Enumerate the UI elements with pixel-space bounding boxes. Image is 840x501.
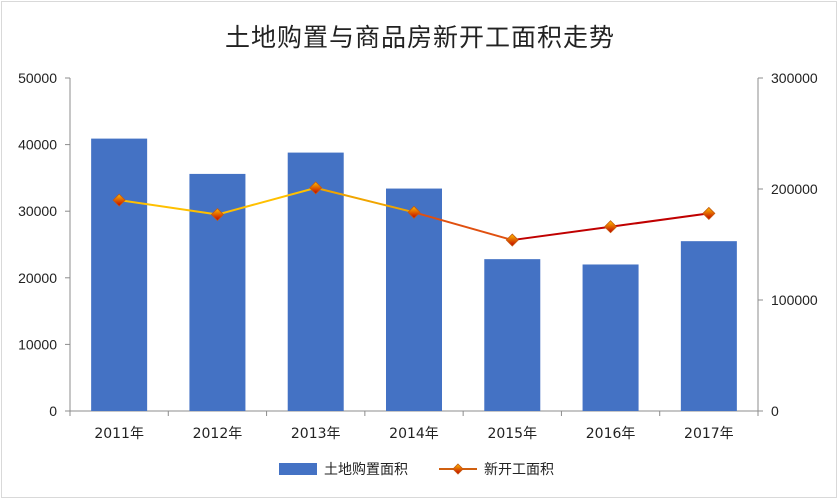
x-tick-label: 2014年 (389, 426, 439, 442)
line-point (702, 206, 716, 220)
line-point (112, 193, 126, 207)
line-segment (118, 199, 218, 216)
line-point (309, 181, 323, 195)
y-left-tick-label: 40000 (18, 137, 57, 153)
line-segment (413, 211, 513, 242)
legend-line-marker (452, 463, 464, 475)
axis-labels: 0 10000 20000 30000 40000 50000 0 100000 200000 3… (18, 70, 818, 442)
line-series (112, 181, 716, 247)
bar (386, 188, 442, 411)
x-tick-label: 2013年 (291, 426, 341, 442)
x-tick-label: 2016年 (586, 426, 636, 442)
y-left-tick-label: 30000 (18, 203, 57, 219)
line-segment (315, 186, 415, 214)
bar (484, 259, 541, 411)
chart-title: 土地购置与商品房新开工面积走势 (224, 23, 615, 52)
y-left-tick-label: 0 (49, 403, 57, 419)
y-right-tick-label: 200000 (771, 181, 818, 197)
legend-line-label: 新开工面积 (484, 462, 554, 478)
y-right-tick-label: 300000 (771, 70, 818, 86)
bar-series (91, 138, 737, 412)
bar (582, 264, 639, 411)
line-point (210, 207, 224, 222)
bar (91, 138, 148, 411)
x-tick-label: 2012年 (193, 426, 243, 442)
line-segment (512, 225, 611, 242)
x-tick-label: 2011年 (94, 426, 144, 442)
line-segment (217, 186, 316, 216)
y-left-tick-label: 20000 (18, 270, 57, 286)
y-left-tick-label: 10000 (18, 336, 57, 352)
line-point (604, 220, 618, 234)
y-right-tick-label: 0 (771, 403, 779, 419)
bar (287, 152, 344, 412)
legend-bar-swatch (279, 463, 317, 475)
bar (680, 241, 737, 411)
x-tick-label: 2015年 (487, 426, 537, 442)
line-point (407, 205, 421, 219)
line-segment (610, 212, 709, 228)
legend-bar-label: 土地购置面积 (324, 462, 408, 478)
y-left-tick-label: 50000 (18, 70, 57, 86)
line-point (505, 233, 519, 247)
x-tick-label: 2017年 (684, 426, 734, 442)
legend: 土地购置面积 新开工面积 (279, 462, 554, 478)
y-right-tick-label: 100000 (771, 292, 818, 308)
